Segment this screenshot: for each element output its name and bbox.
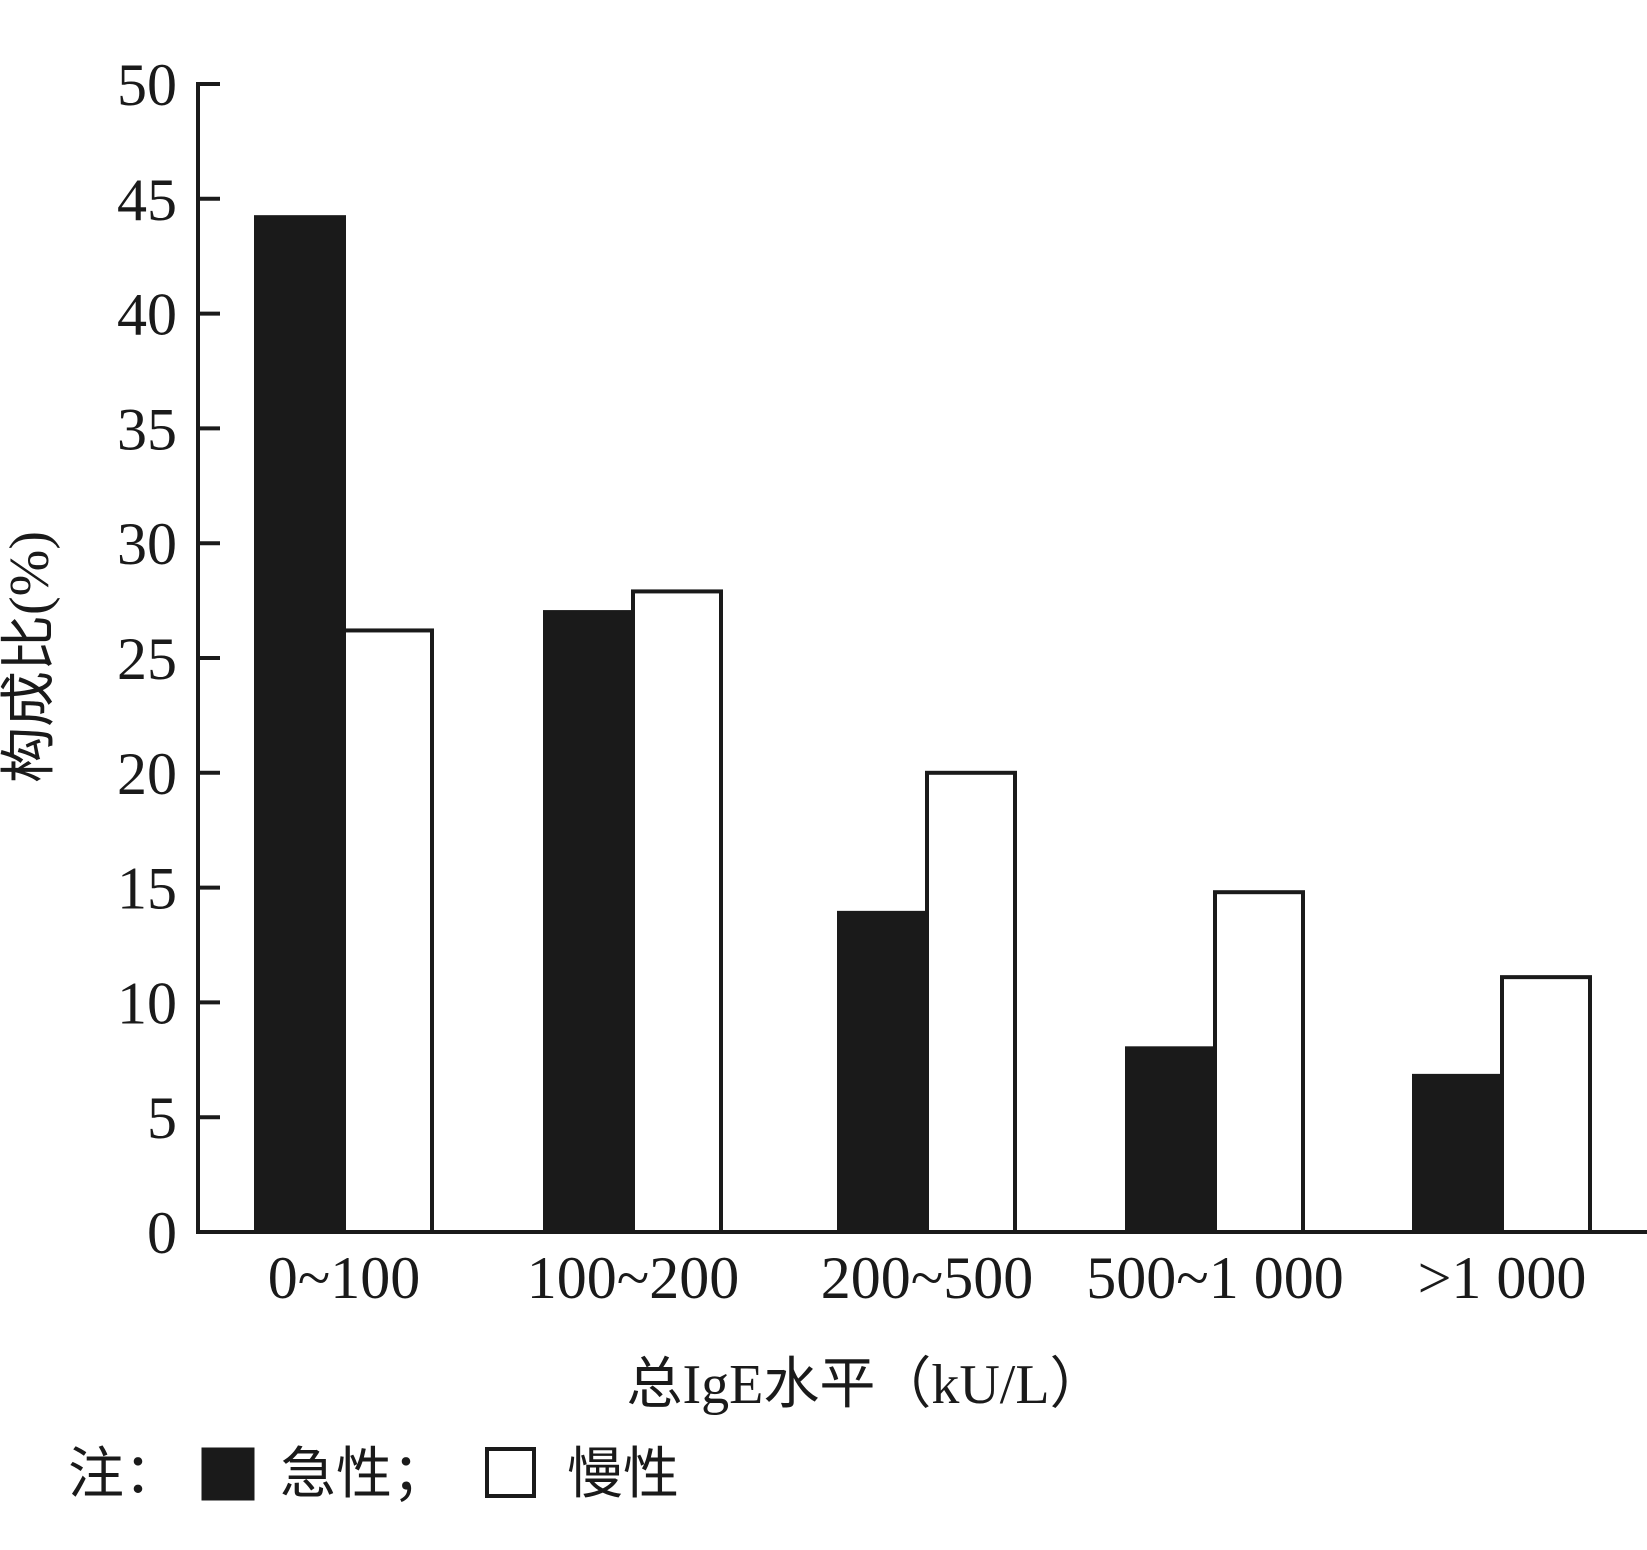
legend: 注： 急性； 慢性	[68, 1444, 679, 1506]
y-tick-label: 50	[117, 52, 177, 118]
bar-chronic-0	[342, 628, 434, 1234]
y-tick-label: 15	[117, 856, 177, 922]
bar-acute-4	[1412, 1073, 1504, 1234]
bars-group	[254, 215, 1592, 1235]
legend-prefix: 注：	[68, 1444, 180, 1506]
x-tick-label: 200~500	[821, 1245, 1033, 1311]
x-tick-label: 100~200	[527, 1245, 739, 1311]
x-axis-label: 总IgE水平（kU/L）	[626, 1354, 1105, 1416]
legend-label-chronic: 慢性	[567, 1444, 679, 1506]
y-tick-label: 25	[117, 626, 177, 692]
y-ticks-group: 0 5 10 15 20 25 30 35 40 45 50	[117, 52, 220, 1266]
y-tick-label: 45	[117, 167, 177, 233]
x-tick-label: >1 000	[1418, 1245, 1587, 1311]
bar-chronic-3	[1213, 890, 1305, 1235]
x-tick-label: 500~1 000	[1086, 1245, 1343, 1311]
legend-swatch-acute	[201, 1447, 255, 1501]
y-tick-label: 30	[117, 511, 177, 577]
y-axis-label: 构成比(%)	[0, 531, 61, 783]
y-tick-label: 40	[117, 282, 177, 348]
x-ticks-group: 0~100 100~200 200~500 500~1 000 >1 000	[268, 1245, 1587, 1311]
y-tick-label: 20	[117, 741, 177, 807]
bar-chronic-1	[631, 589, 723, 1234]
bar-chronic-2	[925, 770, 1017, 1234]
bar-acute-0	[254, 215, 346, 1234]
y-tick-label: 35	[117, 396, 177, 462]
y-tick-label: 0	[147, 1200, 177, 1266]
bar-acute-1	[543, 610, 635, 1234]
y-tick-label: 5	[147, 1085, 177, 1151]
bar-acute-2	[837, 910, 929, 1235]
x-tick-label: 0~100	[268, 1245, 420, 1311]
legend-label-acute: 急性；	[280, 1444, 448, 1506]
y-tick-label: 10	[117, 970, 177, 1036]
bar-chronic-4	[1500, 975, 1592, 1234]
bar-acute-3	[1125, 1046, 1217, 1234]
legend-swatch-chronic	[485, 1447, 536, 1498]
